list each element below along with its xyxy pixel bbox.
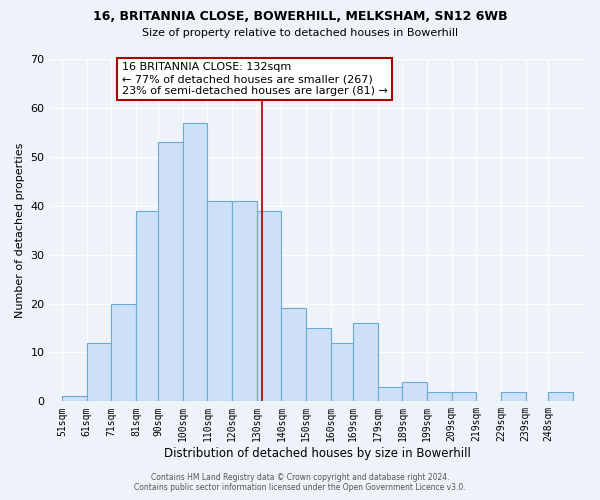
Bar: [62, 396, 86, 402]
Bar: [86, 342, 111, 402]
Bar: [403, 382, 427, 402]
Bar: [183, 122, 208, 402]
Bar: [232, 201, 257, 402]
Bar: [136, 210, 158, 402]
Text: Size of property relative to detached houses in Bowerhill: Size of property relative to detached ho…: [142, 28, 458, 38]
Bar: [208, 201, 232, 402]
Bar: [306, 328, 331, 402]
Text: 16 BRITANNIA CLOSE: 132sqm
← 77% of detached houses are smaller (267)
23% of sem: 16 BRITANNIA CLOSE: 132sqm ← 77% of deta…: [122, 62, 388, 96]
Bar: [281, 308, 306, 402]
Bar: [427, 392, 452, 402]
Bar: [353, 323, 378, 402]
X-axis label: Distribution of detached houses by size in Bowerhill: Distribution of detached houses by size …: [164, 447, 471, 460]
Text: 16, BRITANNIA CLOSE, BOWERHILL, MELKSHAM, SN12 6WB: 16, BRITANNIA CLOSE, BOWERHILL, MELKSHAM…: [92, 10, 508, 23]
Bar: [548, 392, 572, 402]
Text: Contains HM Land Registry data © Crown copyright and database right 2024.
Contai: Contains HM Land Registry data © Crown c…: [134, 473, 466, 492]
Bar: [111, 304, 136, 402]
Bar: [378, 386, 403, 402]
Bar: [158, 142, 183, 402]
Bar: [452, 392, 476, 402]
Bar: [331, 342, 353, 402]
Bar: [501, 392, 526, 402]
Bar: [257, 210, 281, 402]
Y-axis label: Number of detached properties: Number of detached properties: [15, 142, 25, 318]
